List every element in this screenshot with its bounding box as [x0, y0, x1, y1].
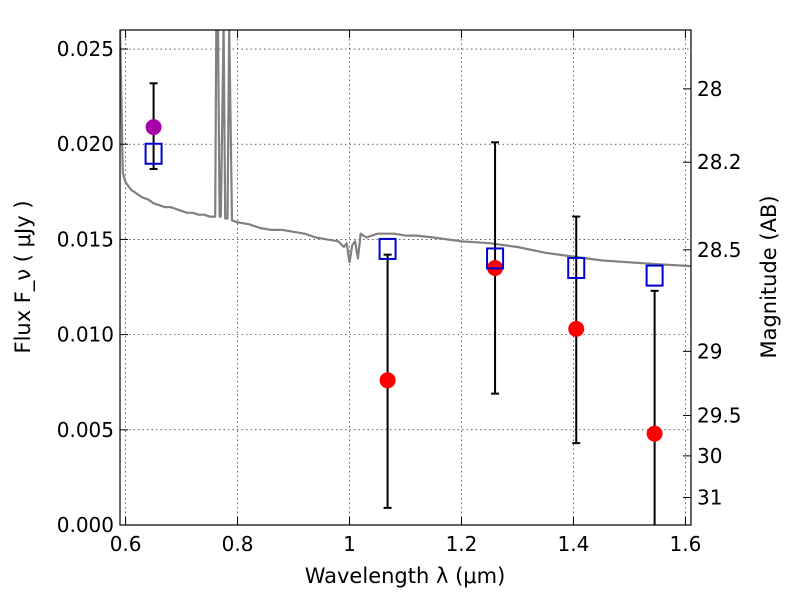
y2-tick-label: 29	[697, 339, 722, 363]
y2-axis-label: Magnitude (AB)	[757, 195, 781, 358]
x-tick-label: 0.6	[110, 532, 142, 556]
plot-area	[120, 30, 691, 525]
y2-tick-label: 28.2	[697, 150, 742, 174]
data-point-circle	[379, 372, 396, 389]
model-spectrum-line	[120, 30, 691, 268]
model-point-square	[567, 256, 586, 279]
y-tick-label: 0.025	[57, 37, 114, 61]
y-tick-label: 0.015	[57, 227, 114, 251]
y-tick-label: 0.000	[57, 513, 114, 537]
data-point-circle	[568, 320, 585, 337]
y2-tick-label: 30	[697, 444, 722, 468]
x-axis-label: Wavelength λ (μm)	[305, 564, 506, 588]
model-point-square	[645, 264, 664, 287]
x-tick-label: 1.6	[669, 532, 701, 556]
y-tick-label: 0.005	[57, 418, 114, 442]
y2-tick-label: 31	[697, 485, 722, 509]
y2-tick-label: 29.5	[697, 403, 742, 427]
x-tick-label: 0.8	[222, 532, 254, 556]
data-point-circle	[145, 119, 162, 136]
x-tick-label: 1.2	[446, 532, 478, 556]
data-point-circle	[646, 425, 663, 442]
x-tick-label: 1.4	[558, 532, 590, 556]
grid	[120, 30, 691, 526]
y-tick-label: 0.010	[57, 323, 114, 347]
y-tick-label: 0.020	[57, 132, 114, 156]
y2-tick-label: 28.5	[697, 238, 742, 262]
axis-ticks: 0.6 0.8 1 1.2 1.4 1.6 0.000 0.005 0.010 0.015 0.02…	[57, 30, 742, 556]
model-point-square	[378, 237, 397, 260]
y-axis-label: Flux F_ν ( μJy )	[11, 200, 36, 353]
plot-frame	[119, 29, 692, 526]
model-point-square	[144, 142, 163, 165]
x-tick-label: 1	[343, 532, 356, 556]
model-point-square	[486, 247, 505, 270]
y2-tick-label: 28	[697, 77, 722, 101]
